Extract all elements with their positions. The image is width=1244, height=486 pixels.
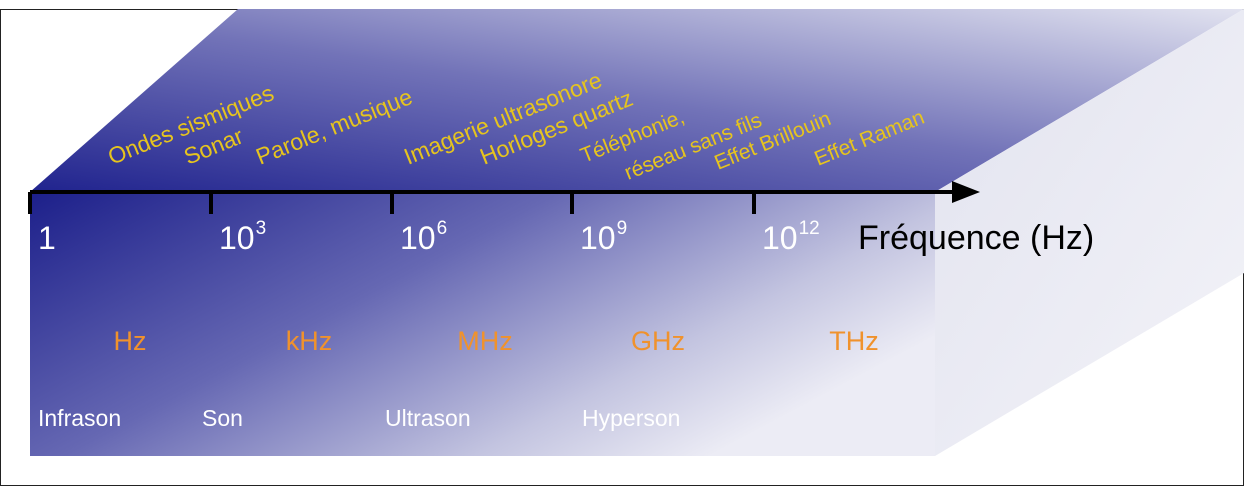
block-side-face bbox=[935, 9, 1244, 456]
axis-arrowhead bbox=[952, 181, 980, 203]
block-top-face bbox=[30, 9, 1244, 192]
domains-group: Infrason Son Ultrason Hyperson bbox=[38, 405, 680, 431]
axis-label: Fréquence (Hz) bbox=[858, 219, 1094, 257]
frequency-axis: 1 10 3 10 6 10 9 10 12 Fréquence (Hz) bbox=[28, 181, 1094, 257]
axis-tick-label: 10 bbox=[762, 220, 798, 256]
unit-label: THz bbox=[829, 326, 879, 356]
axis-tick-exponent: 9 bbox=[617, 218, 628, 239]
axis-tick-exponent: 12 bbox=[799, 218, 820, 239]
block-front-face bbox=[30, 192, 935, 456]
axis-tick-label: 10 bbox=[219, 220, 255, 256]
domain-label: Infrason bbox=[38, 405, 121, 431]
axis-ticks-group: 1 10 3 10 6 10 9 10 12 bbox=[28, 192, 820, 256]
axis-tick-exponent: 3 bbox=[256, 218, 267, 239]
unit-label: MHz bbox=[457, 326, 513, 356]
domain-label: Ultrason bbox=[385, 405, 471, 431]
axis-tick-exponent: 6 bbox=[437, 218, 448, 239]
unit-label: Hz bbox=[114, 326, 147, 356]
units-group: Hz kHz MHz GHz THz bbox=[114, 326, 879, 356]
axis-tick-label: 10 bbox=[580, 220, 616, 256]
unit-label: GHz bbox=[631, 326, 685, 356]
domain-label: Hyperson bbox=[582, 405, 680, 431]
domain-label: Son bbox=[202, 405, 243, 431]
axis-tick-label: 10 bbox=[400, 220, 436, 256]
axis-tick-label: 1 bbox=[38, 220, 56, 256]
unit-label: kHz bbox=[286, 326, 333, 356]
